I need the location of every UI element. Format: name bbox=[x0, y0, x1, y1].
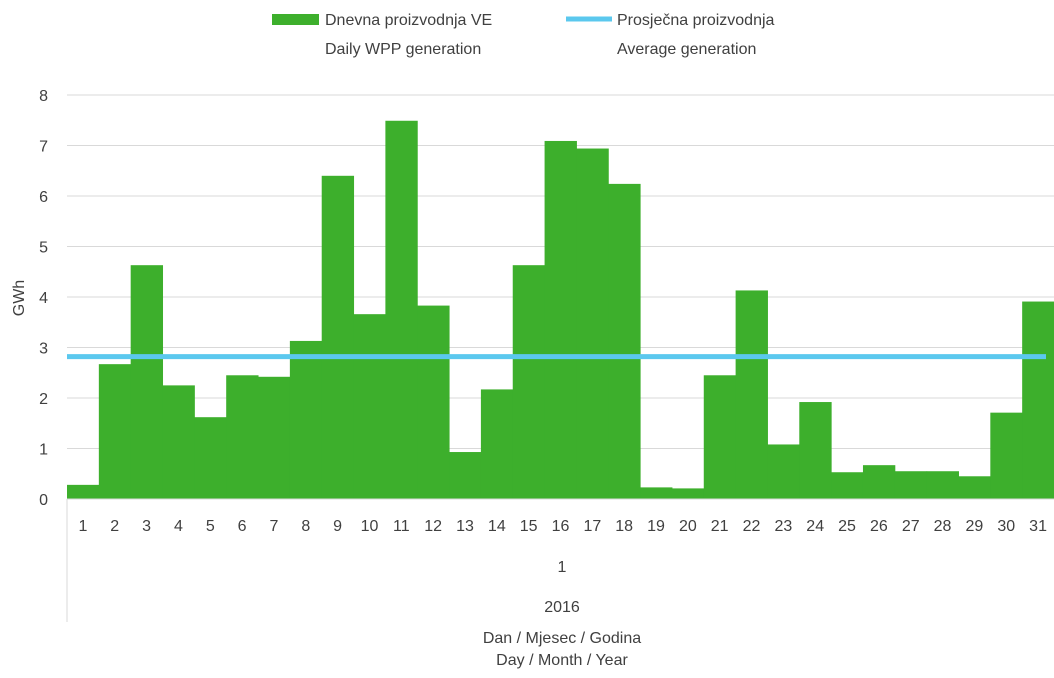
bar bbox=[608, 183, 641, 499]
bar bbox=[353, 314, 386, 499]
x-tick-label: 9 bbox=[333, 518, 342, 535]
x-tick-label: 22 bbox=[743, 518, 761, 535]
legend: Dnevna proizvodnja VE Daily WPP generati… bbox=[272, 12, 775, 58]
bar bbox=[162, 385, 195, 499]
bar bbox=[321, 175, 355, 500]
x-tick-label: 1 bbox=[78, 518, 87, 535]
x-tick-label: 24 bbox=[806, 518, 824, 535]
x-axis-title-line2: Day / Month / Year bbox=[496, 652, 628, 669]
y-tick-label: 1 bbox=[39, 442, 48, 459]
bar bbox=[831, 472, 864, 499]
x-tick-label: 5 bbox=[206, 518, 215, 535]
x-tick-label: 2 bbox=[110, 518, 119, 535]
bar bbox=[512, 265, 546, 499]
bar bbox=[576, 148, 609, 499]
bar bbox=[67, 484, 100, 499]
x-tick-label: 11 bbox=[393, 518, 410, 535]
y-tick-label: 2 bbox=[39, 391, 48, 408]
bar bbox=[862, 465, 896, 499]
x-tick-label: 12 bbox=[424, 518, 442, 535]
x-tick-label: 30 bbox=[997, 518, 1015, 535]
bar bbox=[958, 476, 991, 499]
bar bbox=[703, 375, 737, 499]
bar bbox=[226, 375, 259, 499]
x-tick-label: 3 bbox=[142, 518, 151, 535]
x-tick-label: 29 bbox=[966, 518, 984, 535]
y-tick-label: 4 bbox=[39, 290, 48, 307]
y-tick-label: 3 bbox=[39, 341, 48, 358]
y-tick-label: 6 bbox=[39, 189, 48, 206]
x-tick-label: 19 bbox=[647, 518, 665, 535]
bar bbox=[258, 376, 291, 499]
y-tick-label: 7 bbox=[39, 139, 48, 156]
x-tick-label: 25 bbox=[838, 518, 856, 535]
legend-bar-label-line2: Daily WPP generation bbox=[325, 41, 481, 58]
bar bbox=[289, 340, 323, 499]
x-tick-label: 4 bbox=[174, 518, 183, 535]
x-tick-label: 27 bbox=[902, 518, 920, 535]
bar bbox=[767, 444, 800, 499]
x-tick-label: 10 bbox=[361, 518, 379, 535]
x-axis-title-line1: Dan / Mjesec / Godina bbox=[483, 630, 641, 647]
bar bbox=[194, 417, 227, 499]
x-tick-label: 15 bbox=[520, 518, 538, 535]
x-tick-label: 16 bbox=[552, 518, 570, 535]
bar bbox=[98, 364, 132, 499]
x-tick-label: 23 bbox=[774, 518, 792, 535]
x-year-label: 2016 bbox=[544, 599, 580, 616]
bar bbox=[130, 265, 164, 499]
x-tick-label: 14 bbox=[488, 518, 506, 535]
bar bbox=[640, 487, 673, 499]
legend-bar-swatch bbox=[272, 14, 319, 25]
x-month-label: 1 bbox=[558, 559, 567, 576]
x-tick-label: 8 bbox=[301, 518, 310, 535]
x-tick-label: 13 bbox=[456, 518, 474, 535]
x-tick-label: 20 bbox=[679, 518, 697, 535]
bar bbox=[990, 412, 1023, 499]
x-tick-label: 31 bbox=[1029, 518, 1047, 535]
y-tick-label: 0 bbox=[39, 492, 48, 509]
y-tick-label: 5 bbox=[39, 240, 48, 257]
bar bbox=[735, 290, 768, 499]
x-tick-label: 18 bbox=[615, 518, 633, 535]
y-tick-label: 8 bbox=[39, 88, 48, 105]
bar bbox=[449, 452, 482, 499]
bar bbox=[480, 389, 514, 499]
x-tick-label: 26 bbox=[870, 518, 888, 535]
x-tick-label: 6 bbox=[238, 518, 247, 535]
legend-bar-label-line1: Dnevna proizvodnja VE bbox=[325, 12, 492, 29]
bar bbox=[671, 488, 705, 499]
bar bbox=[417, 305, 450, 499]
y-axis-label: GWh bbox=[11, 280, 28, 316]
x-tick-label: 17 bbox=[583, 518, 601, 535]
x-tick-label: 21 bbox=[711, 518, 729, 535]
bar bbox=[1022, 301, 1054, 499]
bar bbox=[926, 471, 959, 499]
bar bbox=[799, 402, 832, 499]
x-tick-label: 7 bbox=[269, 518, 278, 535]
bar bbox=[544, 140, 577, 499]
legend-line-label-line2: Average generation bbox=[617, 41, 756, 58]
x-tick-label: 28 bbox=[934, 518, 952, 535]
bar bbox=[894, 471, 928, 499]
bar bbox=[385, 120, 418, 499]
legend-line-label-line1: Prosječna proizvodnja bbox=[617, 12, 775, 29]
